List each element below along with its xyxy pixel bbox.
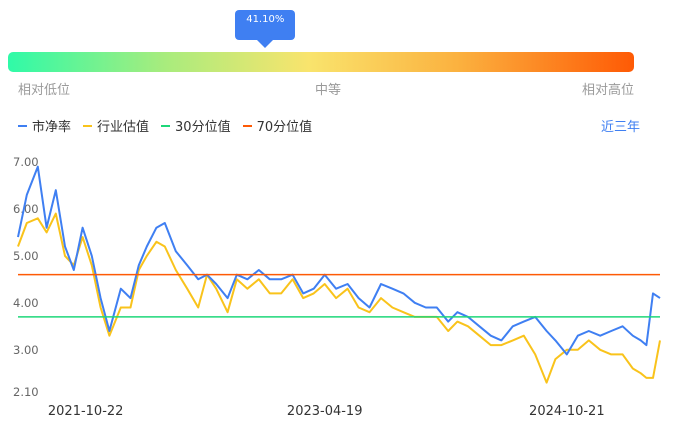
series-line-pb [17,165,661,356]
x-tick-label: 2023-04-19 [287,404,363,419]
series-line-industry [17,212,661,384]
percentile-tooltip: 41.10% [235,10,296,48]
valuation-gauge-bar [8,52,634,72]
gauge-high-label: 相对高位 [582,83,635,98]
y-tick-label: 7.00 [13,155,39,169]
y-tick-label: 5.00 [13,249,39,263]
chart-legend: 市净率 行业估值 30分位值 70分位值 [18,116,312,135]
legend-swatch-p70 [242,124,252,127]
legend-swatch-industry [83,124,93,127]
gauge-mid-label: 中等 [315,83,342,98]
pb-line-chart: 7.00 6.00 5.00 4.00 3.00 2.10 2021-10-22 2023-0… [13,155,661,419]
y-tick-label: 2.10 [13,385,39,399]
legend-label-p30: 30分位值 [175,120,231,135]
x-tick-label: 2024-10-21 [529,404,605,419]
legend-label-industry: 行业估值 [97,120,150,135]
x-tick-label: 2021-10-22 [48,404,124,419]
y-tick-label: 3.00 [13,343,39,357]
percentile-label: 41.10% [246,14,285,25]
y-tick-label: 4.00 [13,296,39,310]
legend-item-p30[interactable]: 30分位值 [161,116,231,135]
legend-item-pb[interactable]: 市净率 [18,116,71,135]
legend-swatch-p30 [161,124,171,127]
y-tick-label: 6.00 [13,202,39,216]
gauge-low-label: 相对低位 [18,83,71,98]
legend-item-p70[interactable]: 70分位值 [242,116,313,135]
legend-label-p70: 70分位值 [256,120,313,135]
legend-label-pb: 市净率 [32,120,72,135]
period-selector[interactable]: 近三年 [600,120,640,135]
legend-item-industry[interactable]: 行业估值 [83,116,149,135]
legend-swatch-pb [18,124,27,127]
